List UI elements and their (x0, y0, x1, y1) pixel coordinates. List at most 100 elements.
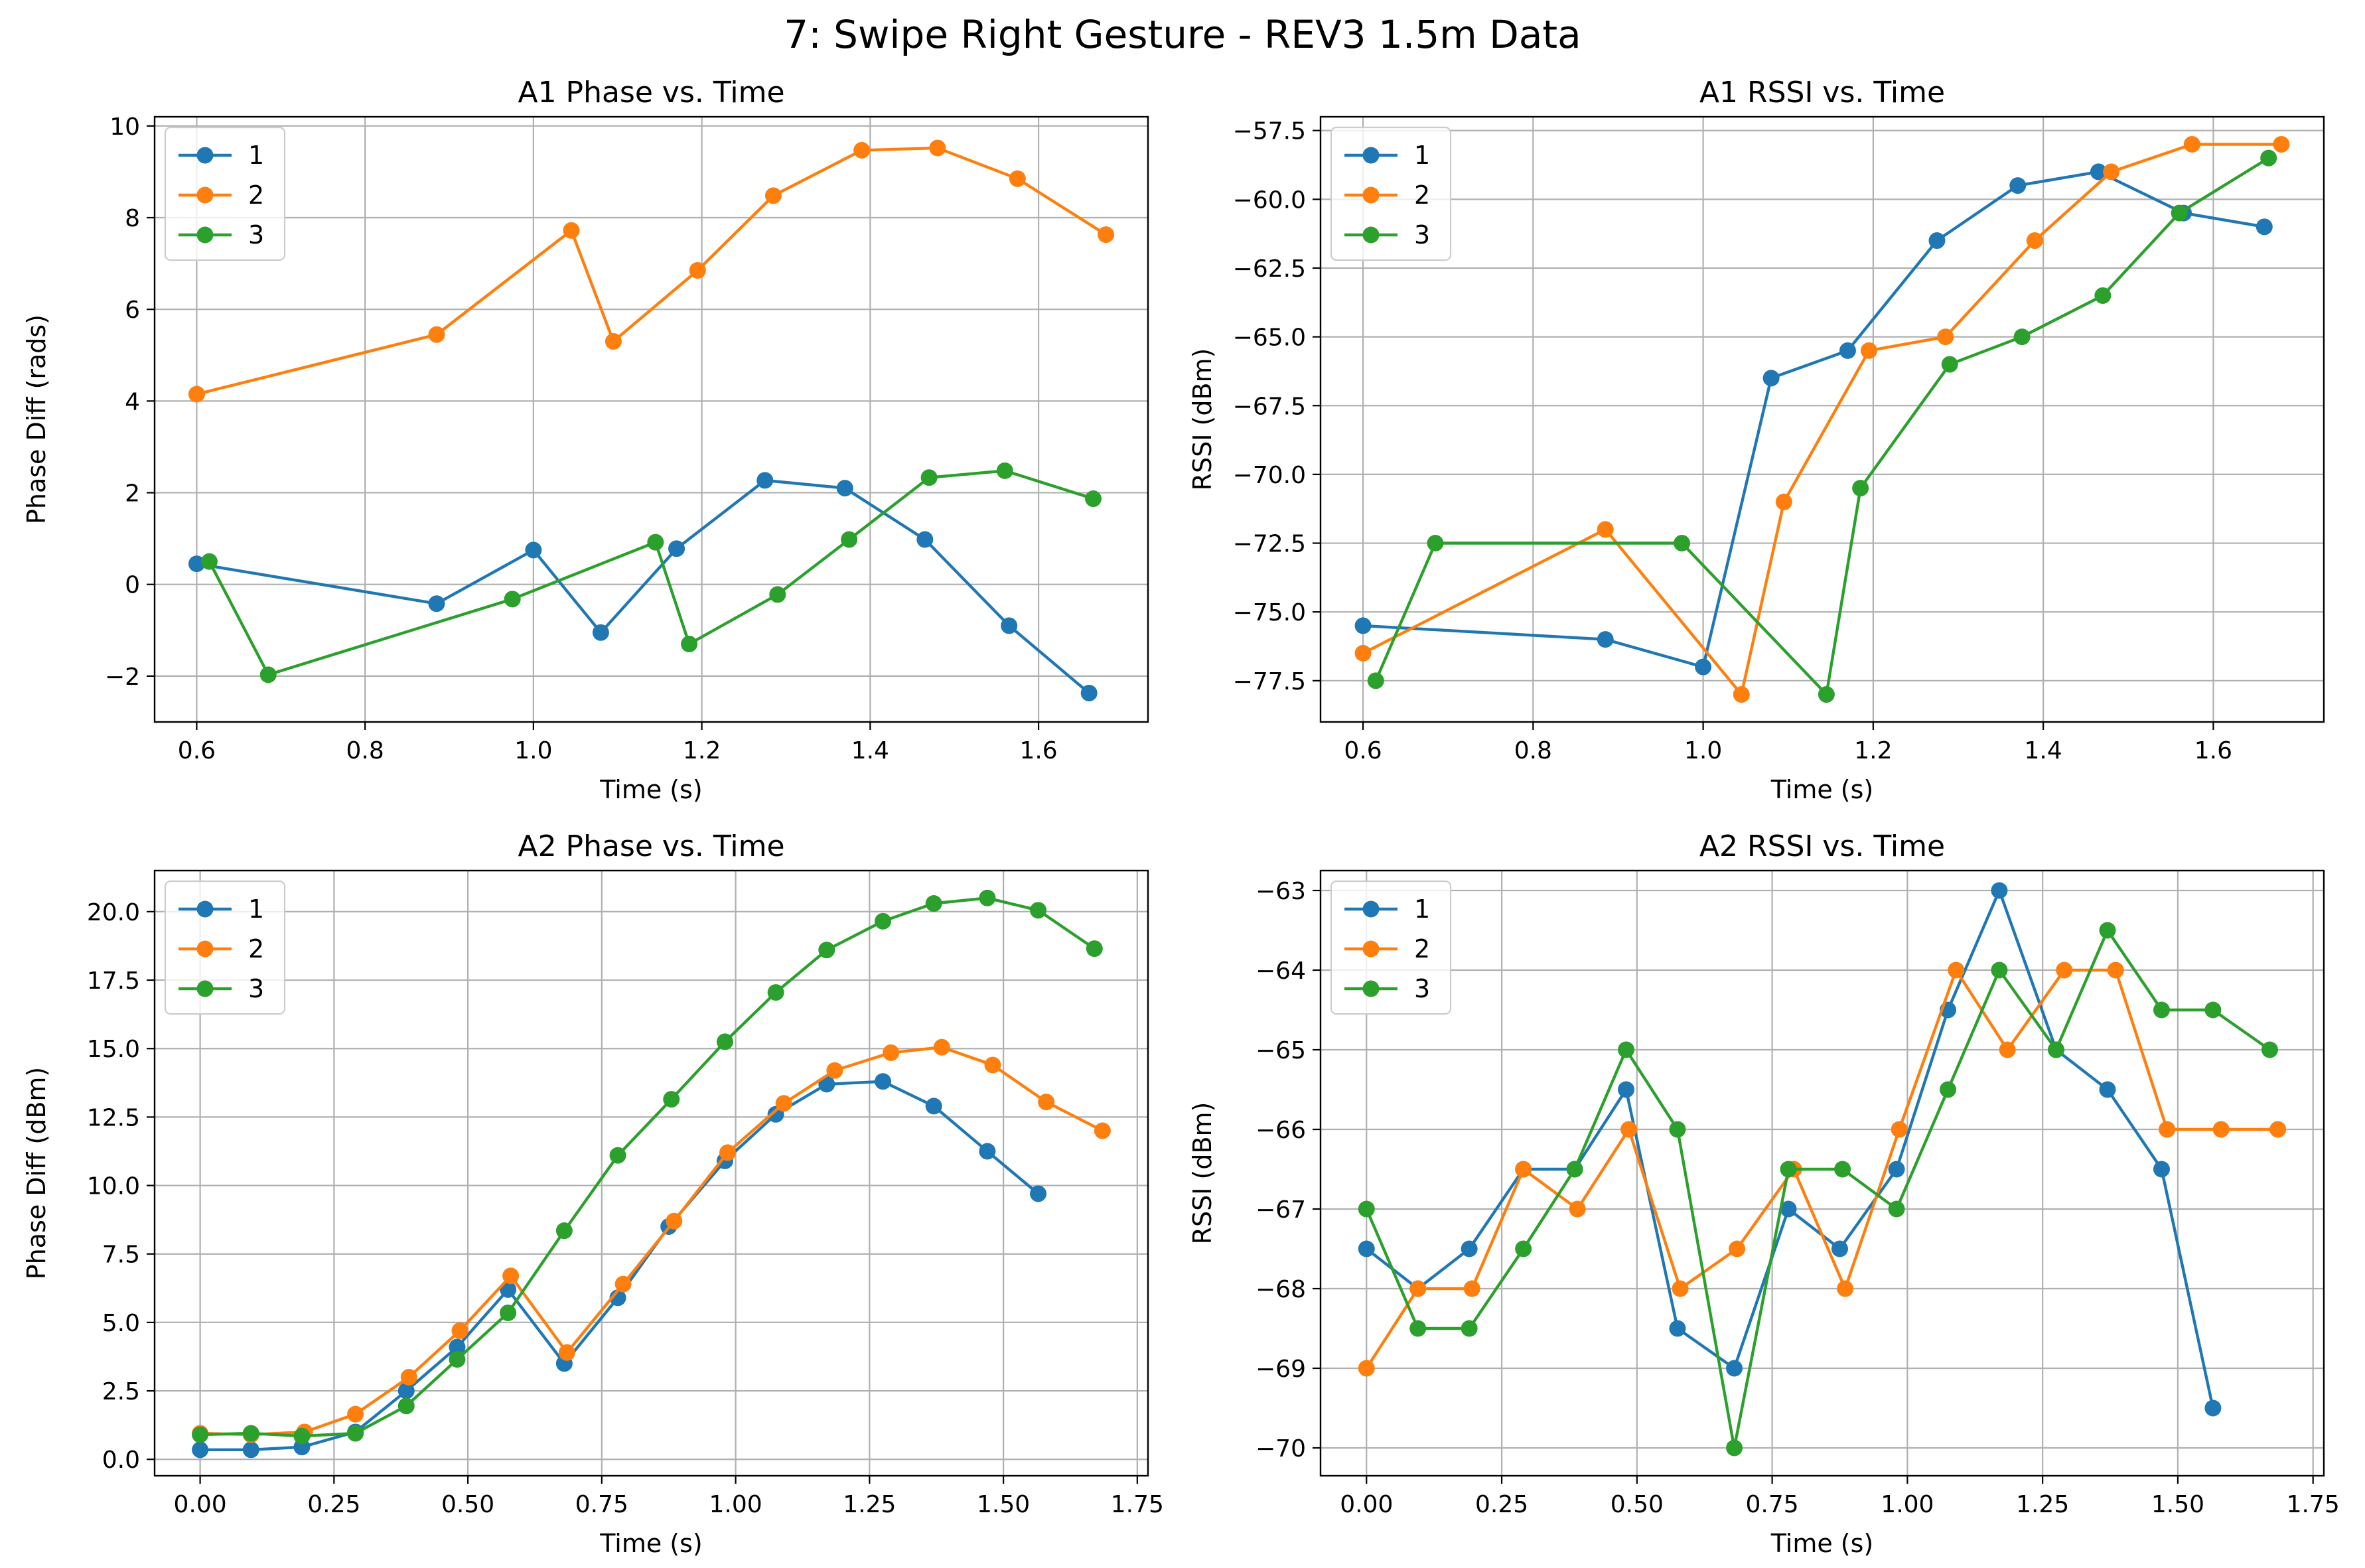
series-2-point (428, 326, 445, 343)
series-2-point (1409, 1280, 1427, 1297)
x-tick-label: 0.75 (575, 1491, 628, 1518)
series-2-point (1948, 962, 1965, 979)
legend-marker-1 (196, 147, 214, 164)
series-3-point (767, 984, 784, 1001)
y-tick-label: 4 (125, 388, 140, 415)
series-1-point (1726, 1360, 1743, 1377)
series-3-point (293, 1427, 311, 1445)
series-2-point (1463, 1280, 1480, 1297)
a2-phase-grid (155, 871, 1148, 1476)
series-2-point (614, 1275, 632, 1293)
series-2-point (1937, 328, 1954, 346)
y-tick-label: 10.0 (87, 1173, 140, 1200)
series-3-point (2013, 328, 2031, 346)
series-3-point (1515, 1240, 1532, 1257)
y-tick-label: −62.5 (1233, 255, 1306, 283)
series-3-point (1367, 672, 1384, 689)
series-3-point (1674, 535, 1691, 552)
series-2-point (1729, 1240, 1746, 1257)
series-2-point (764, 187, 782, 204)
series-2-point (826, 1062, 843, 1079)
series-2-point (563, 222, 580, 239)
series-2-point (689, 261, 706, 279)
series-1-point (1888, 1161, 1905, 1178)
series-1-point (1669, 1320, 1686, 1337)
x-tick-label: 1.4 (851, 737, 889, 764)
series-2-point (400, 1368, 417, 1386)
x-tick-label: 1.0 (1684, 737, 1722, 764)
series-2-point (1733, 686, 1750, 703)
legend-marker-3 (1362, 226, 1380, 244)
series-2-point (2183, 135, 2200, 153)
legend-label-1: 1 (1414, 894, 1430, 924)
series-2-line (1361, 143, 2283, 696)
series-1-point (2153, 1161, 2170, 1178)
legend-label-3: 3 (1414, 220, 1430, 249)
y-tick-label: −77.5 (1233, 668, 1306, 695)
a2-phase-x-axis-label: Time (s) (599, 1529, 703, 1558)
series-1-point (242, 1441, 259, 1459)
series-1-point (836, 480, 853, 497)
x-tick-label: 0.6 (178, 737, 216, 764)
series-3-point (1726, 1439, 1743, 1457)
a1-phase-grid (155, 117, 1148, 722)
y-tick-label: −60.0 (1233, 186, 1306, 214)
series-1-line (195, 478, 1091, 695)
legend-marker-3 (1362, 980, 1380, 997)
series-3-point (242, 1425, 259, 1442)
series-1-point (1780, 1200, 1797, 1218)
series-2-point (502, 1267, 520, 1285)
series-2-point (1358, 1360, 1375, 1377)
series-1-point (756, 472, 774, 489)
x-tick-label: 0.00 (1340, 1491, 1393, 1518)
legend-marker-2 (1362, 940, 1380, 958)
y-tick-label: −75.0 (1233, 599, 1306, 626)
y-tick-label: 10 (109, 113, 140, 141)
legend-marker-2 (196, 940, 214, 958)
series-2-point (1094, 1122, 1111, 1139)
legend-label-1: 1 (248, 141, 264, 170)
series-2-point (984, 1056, 1001, 1074)
series-3-point (663, 1091, 680, 1108)
series-2-point (1354, 644, 1372, 662)
series-2-point (2107, 962, 2124, 979)
series-1-point (668, 540, 685, 557)
x-tick-label: 1.25 (843, 1491, 896, 1518)
y-tick-label: −67 (1255, 1196, 1306, 1224)
series-1-point (1618, 1081, 1635, 1098)
series-3-point (2048, 1041, 2065, 1058)
series-2-line (198, 1045, 1104, 1437)
series-3-point (259, 666, 277, 683)
series-3-point (925, 895, 942, 912)
series-2-point (666, 1212, 683, 1230)
series-2-point (1620, 1121, 1638, 1138)
series-1-line (1361, 170, 2266, 669)
a1-rssi-grid (1321, 117, 2324, 722)
a2-rssi-title: A2 RSSI vs. Time (1699, 829, 1945, 863)
series-3-point (1888, 1200, 1905, 1218)
y-tick-label: 8 (125, 205, 140, 232)
series-3-point (200, 553, 218, 570)
series-3-point (841, 531, 858, 548)
series-3-line (1374, 156, 2270, 696)
series-2-point (853, 141, 871, 159)
series-3-line (198, 896, 1096, 1438)
series-3-point (1618, 1041, 1635, 1058)
series-2-point (2269, 1121, 2287, 1138)
series-3-point (1085, 490, 1102, 508)
a1-phase-y-axis-label: Phase Diff (rads) (22, 315, 51, 524)
series-1-point (1001, 617, 1018, 634)
a2-rssi-axes-frame (1319, 869, 2325, 1477)
series-3-point (609, 1147, 626, 1164)
series-3-point (2171, 204, 2188, 222)
y-tick-label: 0 (125, 572, 140, 599)
series-2-point (775, 1095, 792, 1112)
series-3-point (500, 1304, 517, 1321)
x-tick-label: 1.25 (2016, 1491, 2069, 1518)
series-2-point (558, 1344, 575, 1361)
series-2-point (2159, 1121, 2176, 1138)
x-tick-label: 1.50 (2151, 1491, 2204, 1518)
legend-marker-1 (196, 900, 214, 918)
a2-phase-y-axis-label: Phase Diff (dBm) (22, 1067, 51, 1279)
series-3-point (504, 591, 521, 608)
